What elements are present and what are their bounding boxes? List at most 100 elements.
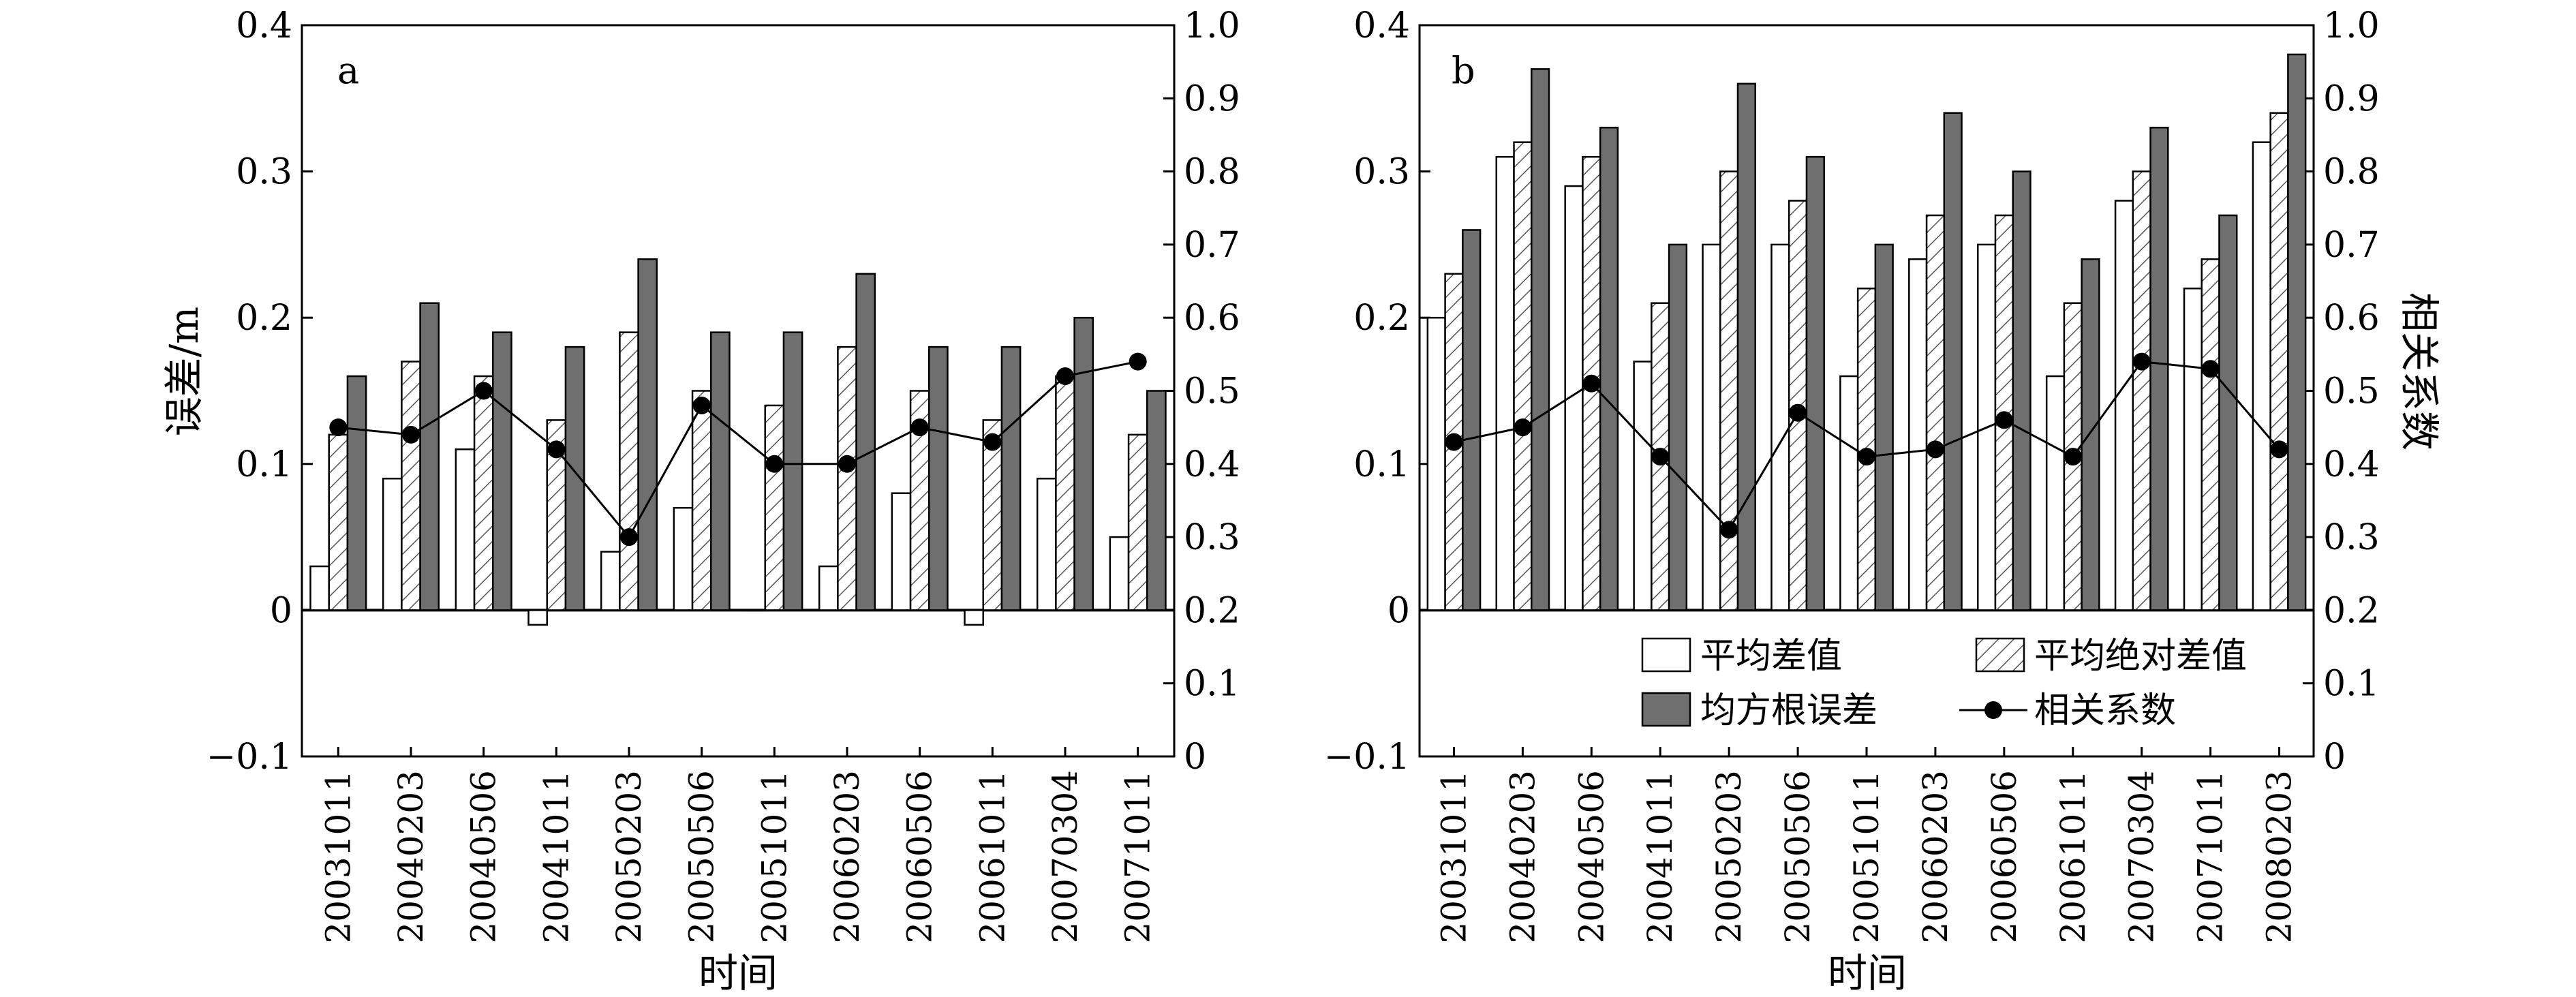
bar-rmse	[710, 331, 731, 611]
corr-point	[838, 455, 856, 473]
y2-tick-label: 0.1	[2323, 664, 2380, 705]
bar-rmse	[1146, 390, 1167, 611]
y-tick-label: 0.2	[236, 298, 292, 339]
x-tick-label: 20061011	[972, 770, 1012, 944]
y2-tick-label: 0	[2323, 737, 2346, 778]
bar-mean-diff	[1426, 316, 1446, 611]
bar-rmse	[928, 346, 949, 611]
bar-mean-diff	[455, 448, 476, 611]
bar-mean-abs-diff	[1055, 375, 1075, 611]
y2-tick-label: 0.8	[2323, 152, 2380, 193]
x-tick-label: 20060203	[1916, 770, 1955, 944]
panel-a: −0.1 0 0.1 0.2 0.3 0.4 0 0.1 0.2 0.3 0.4 0.5 0.6 0.7 0…	[161, 5, 1240, 996]
y2-tick-label: 0.4	[1184, 444, 1240, 485]
y2-tick-label: 0.9	[2323, 78, 2380, 119]
legend-label-mean-abs-diff: 平均绝对差值	[2034, 636, 2247, 677]
bar-mean-abs-diff	[401, 361, 421, 611]
bar-rmse	[492, 331, 512, 611]
panel-b-corr-line	[1445, 352, 2288, 539]
corr-point	[1129, 352, 1147, 371]
x-tick-label: 20040506	[464, 770, 504, 944]
corr-point	[765, 455, 784, 473]
corr-point	[1056, 367, 1074, 386]
panel-b-xlabel: 时间	[1828, 950, 1907, 996]
x-tick-label: 20050203	[1709, 770, 1749, 944]
bar-mean-abs-diff	[1513, 141, 1533, 611]
corr-point	[2132, 352, 2151, 371]
x-tick-label: 20051011	[1847, 770, 1886, 944]
bar-mean-diff	[818, 565, 839, 611]
legend-swatch-mean-abs-diff	[1975, 637, 2025, 673]
bar-rmse	[1736, 82, 1757, 611]
bar-mean-diff	[2252, 141, 2271, 611]
bar-mean-diff	[1908, 258, 1928, 611]
bar-mean-diff	[600, 551, 621, 611]
bar-rmse	[1599, 126, 1619, 611]
bar-mean-diff	[1495, 155, 1515, 611]
x-tick-label: 20080203	[2260, 770, 2299, 944]
bar-mean-diff	[746, 609, 766, 612]
y-tick-label: 0.3	[1353, 152, 1410, 193]
panel-a-bars	[309, 258, 1167, 626]
x-tick-label: 20050506	[1778, 770, 1818, 944]
y-tick-label: 0.4	[236, 5, 292, 46]
corr-point	[1582, 374, 1601, 393]
bar-mean-abs-diff	[2201, 258, 2220, 611]
bar-rmse	[2287, 53, 2307, 611]
panel-a-axes: −0.1 0 0.1 0.2 0.3 0.4 0 0.1 0.2 0.3 0.4 0.5 0.6 0.7 0…	[206, 5, 1240, 944]
corr-point	[1789, 403, 1807, 422]
y2-tick-label: 0.7	[1184, 225, 1240, 266]
corr-point	[2064, 448, 2082, 466]
y2-tick-label: 0.6	[1184, 298, 1240, 339]
corr-point	[2270, 440, 2288, 459]
y2-tick-label: 0.3	[2323, 517, 2380, 558]
bar-mean-abs-diff	[1719, 170, 1739, 611]
y2-tick-label: 0.8	[1184, 152, 1240, 193]
corr-point	[2201, 360, 2220, 378]
y-tick-label: −0.1	[1324, 737, 1410, 778]
x-tick-label: 20040203	[391, 770, 431, 944]
bar-mean-diff	[964, 609, 984, 626]
x-tick-label: 20061011	[2053, 770, 2093, 944]
corr-line-path	[338, 361, 1138, 539]
bar-rmse	[855, 273, 876, 611]
legend-swatch-corr-marker	[1984, 701, 2002, 719]
y2-tick-label: 0.6	[2323, 298, 2380, 339]
y2-tick-label: 1.0	[1184, 5, 1240, 46]
legend-label-rmse: 均方根误差	[1700, 690, 1877, 731]
corr-point	[1995, 411, 2013, 429]
corr-point	[474, 382, 493, 400]
bar-rmse	[419, 302, 440, 611]
y2-tick-label: 0.5	[1184, 371, 1240, 412]
y-tick-label: 0.4	[1353, 5, 1410, 46]
bar-mean-diff	[2114, 200, 2134, 611]
corr-point	[692, 396, 711, 414]
y2-tick-label: 0.2	[1184, 590, 1240, 631]
bar-mean-abs-diff	[764, 404, 785, 611]
legend-swatch-rmse	[1641, 692, 1691, 727]
panel-b-bars	[1426, 53, 2307, 611]
y2-tick-label: 0.5	[2323, 371, 2380, 412]
bar-rmse	[2218, 214, 2238, 611]
corr-point	[547, 440, 566, 459]
y2-tick-label: 0.4	[2323, 444, 2380, 485]
bar-mean-diff	[673, 506, 694, 611]
x-tick-label: 20050506	[682, 770, 722, 944]
bar-mean-diff	[1109, 536, 1130, 611]
corr-point	[1514, 418, 1532, 437]
y2-tick-label: 0.2	[2323, 590, 2380, 631]
y-tick-label: 0	[270, 590, 292, 631]
bar-mean-diff	[1702, 243, 1721, 611]
x-tick-label: 20040203	[1503, 770, 1542, 944]
corr-point	[983, 433, 1002, 451]
y2-tick-label: 0.9	[1184, 78, 1240, 119]
x-tick-label: 20031011	[318, 770, 358, 944]
bar-rmse	[782, 331, 803, 611]
bar-mean-abs-diff	[328, 433, 349, 611]
bar-mean-abs-diff	[982, 419, 1003, 611]
panel-a-corr-line	[329, 352, 1147, 547]
bar-rmse	[1462, 229, 1482, 611]
x-tick-label: 20041011	[1640, 770, 1680, 944]
legend-label-mean-diff: 平均差值	[1700, 636, 1842, 677]
bar-mean-abs-diff	[691, 390, 712, 611]
